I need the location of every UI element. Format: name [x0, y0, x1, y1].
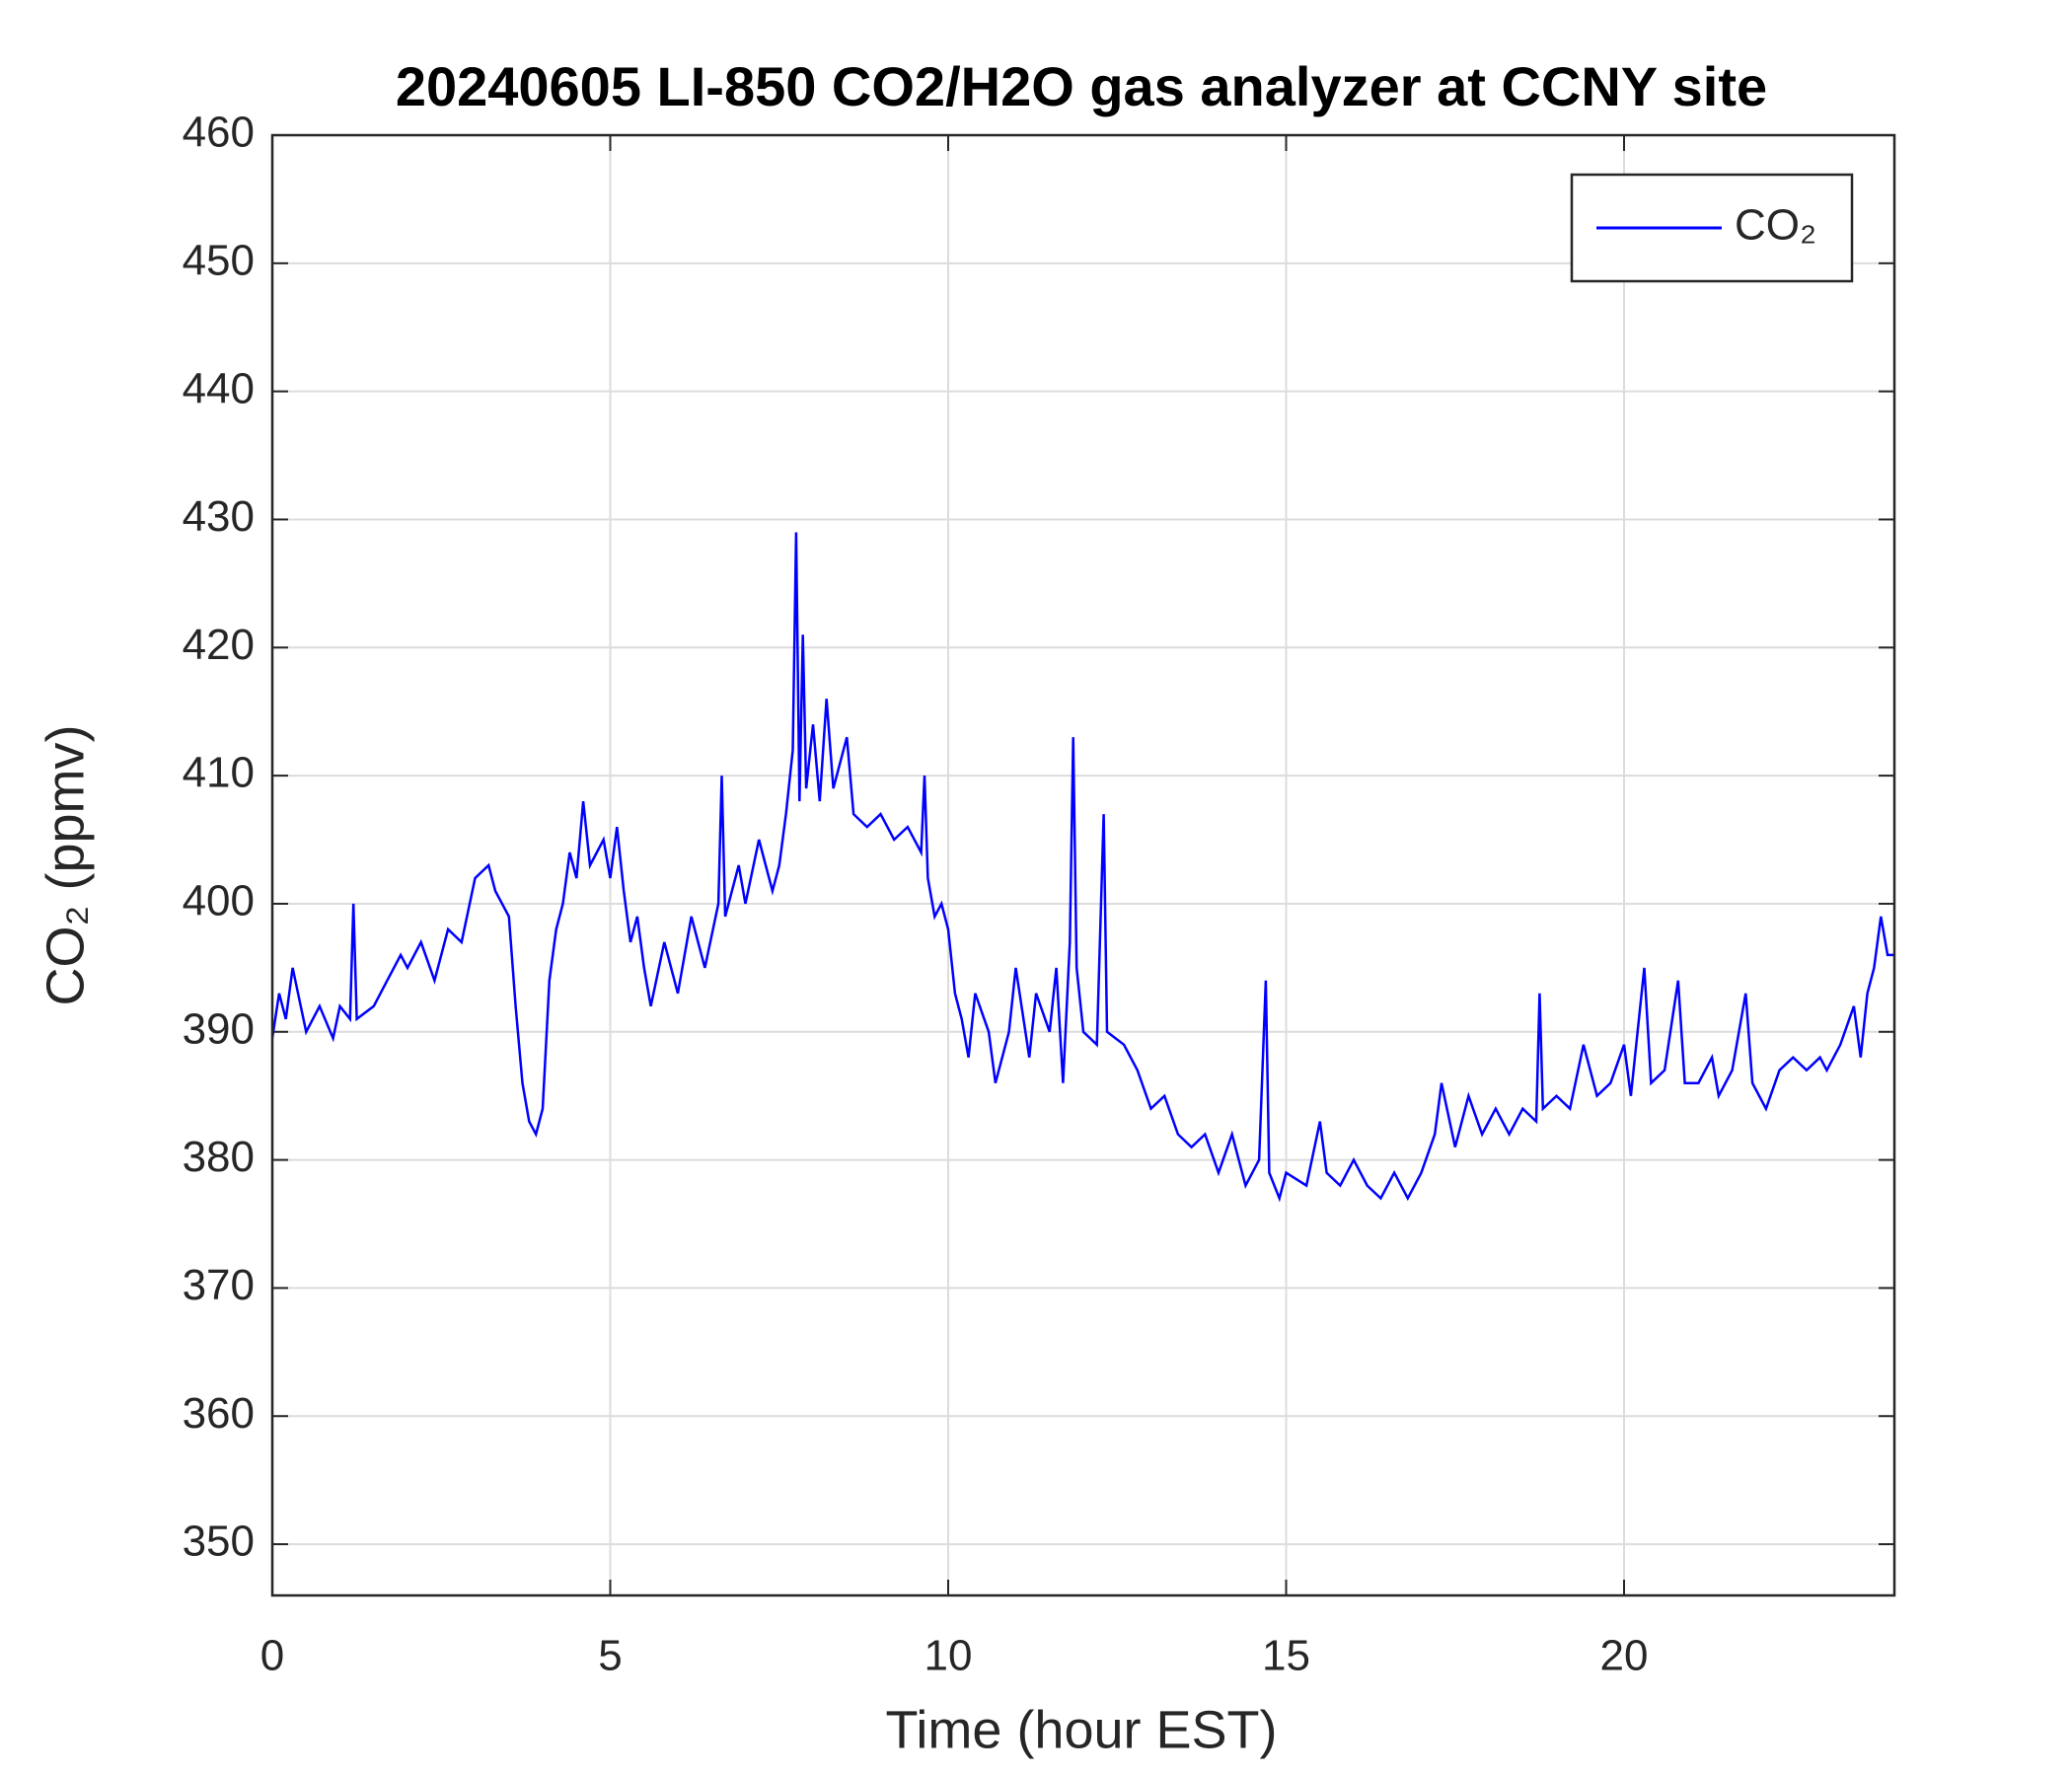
x-tick-label: 0	[260, 1632, 284, 1680]
x-tick-label: 20	[1600, 1632, 1649, 1680]
y-tick-label: 400	[183, 877, 255, 925]
y-tick-label: 350	[183, 1517, 255, 1566]
chart-title: 20240605 LI-850 CO2/H2O gas analyzer at …	[396, 55, 1767, 117]
y-tick-label: 380	[183, 1133, 255, 1181]
legend-label: CO₂	[1735, 201, 1816, 250]
y-tick-label: 370	[183, 1261, 255, 1309]
y-tick-label: 360	[183, 1389, 255, 1438]
plot-frame	[270, 133, 1896, 1597]
y-tick-label: 390	[183, 1004, 255, 1053]
y-tick-label: 450	[183, 236, 255, 284]
x-tick-label: 15	[1262, 1632, 1310, 1680]
x-tick-label: 10	[925, 1632, 973, 1680]
y-tick-label: 430	[183, 492, 255, 541]
x-axis-label: Time (hour EST)	[885, 1700, 1277, 1759]
x-tick-label: 5	[598, 1632, 622, 1680]
y-axis-label: CO₂ (ppmv)	[36, 725, 95, 1006]
y-tick-label: 410	[183, 749, 255, 797]
y-tick-label: 420	[183, 621, 255, 669]
y-tick-label: 460	[183, 109, 255, 157]
y-tick-label: 440	[183, 364, 255, 412]
data-line	[270, 532, 1894, 1203]
